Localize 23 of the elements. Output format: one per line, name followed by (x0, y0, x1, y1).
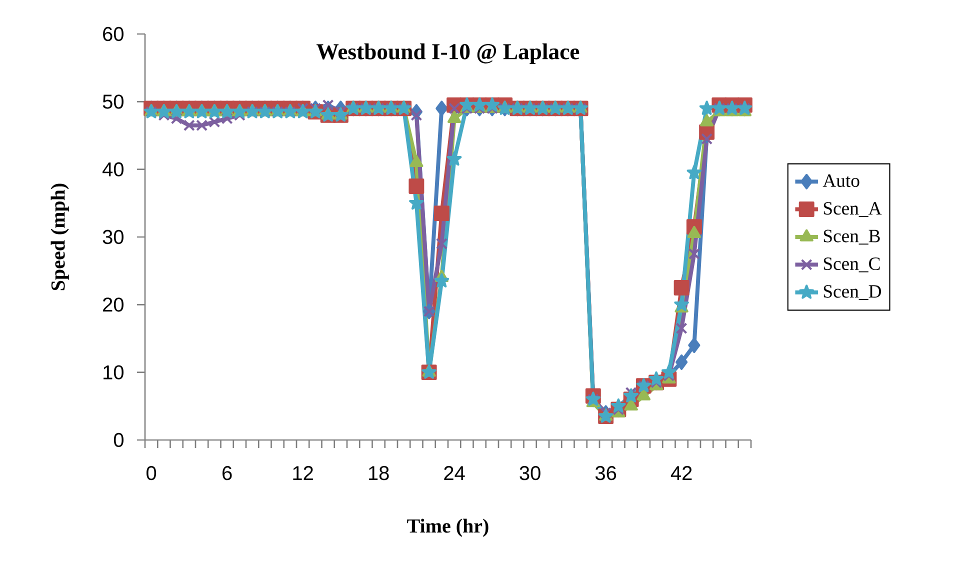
legend-label: Scen_C (824, 257, 880, 272)
x-tick-label: 36 (595, 466, 616, 480)
y-tick-label: 10 (104, 365, 124, 380)
y-axis-title: Speed (mph) (50, 184, 69, 290)
x-tick-label: 24 (444, 466, 465, 480)
legend-label: Auto (822, 174, 860, 187)
y-tick-label: 30 (102, 230, 124, 244)
x-axis-title: Time (hr) (407, 518, 488, 537)
legend-label: Scen_A (824, 202, 882, 217)
legend-label: Scen_B (824, 230, 880, 245)
chart-title: Westbound I-10 @ Laplace (316, 43, 580, 64)
y-tick-label: 20 (103, 298, 124, 312)
y-tick-label: 50 (102, 94, 124, 109)
y-tick-label: 40 (102, 162, 124, 176)
y-tick-label: 0 (114, 432, 124, 448)
x-tick-label: 6 (222, 466, 232, 480)
x-tick-label: 18 (368, 466, 389, 480)
legend-label: Scen_D (824, 285, 881, 300)
x-tick-label: 42 (670, 466, 692, 480)
x-tick-label: 12 (293, 466, 313, 480)
y-tick-label: 60 (103, 26, 124, 42)
x-tick-label: 30 (520, 466, 540, 480)
x-tick-label: 0 (146, 466, 156, 480)
